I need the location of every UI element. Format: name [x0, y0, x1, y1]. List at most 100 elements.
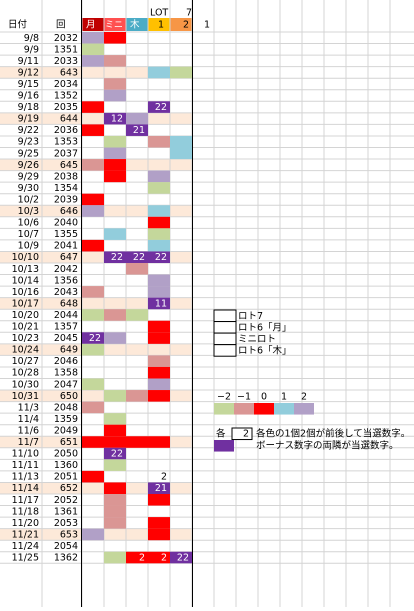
- date: 11/3: [18, 402, 39, 413]
- round: 2036: [54, 125, 78, 136]
- round: 2048: [54, 402, 78, 413]
- round: 1356: [54, 275, 78, 286]
- legend-label: ロト6「木」: [238, 344, 292, 356]
- round: 2046: [54, 356, 78, 367]
- col1-header-bg: [148, 18, 170, 31]
- round: 643: [60, 67, 78, 78]
- cell: [126, 436, 148, 448]
- date: 9/30: [18, 183, 39, 194]
- date: 9/29: [18, 171, 39, 182]
- date: 10/3: [18, 206, 39, 217]
- cell: [82, 205, 104, 217]
- legend-box: [213, 344, 237, 357]
- cell: [148, 378, 170, 391]
- scale-swatch: [254, 403, 274, 415]
- cell: [148, 182, 170, 194]
- cell: [104, 424, 126, 437]
- thu-header: 木: [130, 19, 140, 31]
- row-bg: [0, 390, 192, 402]
- cell: [104, 447, 126, 460]
- round: 645: [60, 160, 78, 171]
- round: 1357: [54, 322, 78, 333]
- scale-label: 0: [261, 392, 267, 403]
- lot-header: LOT: [150, 8, 168, 19]
- row-bg: [0, 66, 192, 79]
- round: 1358: [54, 368, 78, 379]
- cell: [148, 551, 170, 564]
- col1-header: 1: [158, 20, 164, 31]
- round: 2051: [54, 472, 78, 483]
- note-line2: ボーナス数字の両隣が当選数字。: [256, 440, 399, 452]
- cell-text: 2: [139, 553, 145, 564]
- date: 10/23: [12, 333, 39, 344]
- cell: [104, 170, 126, 183]
- cell: [104, 505, 126, 518]
- date: 11/4: [18, 414, 39, 425]
- round: 1361: [54, 506, 78, 517]
- cell: [82, 286, 104, 298]
- date: 11/6: [18, 425, 39, 436]
- round: 649: [60, 345, 78, 356]
- round: 2041: [54, 241, 78, 252]
- round: 1351: [54, 44, 78, 55]
- date: 10/28: [12, 368, 39, 379]
- date-header: 日付: [8, 20, 28, 31]
- date: 10/14: [12, 275, 39, 286]
- cell: [148, 239, 170, 252]
- cell-text: 21: [155, 483, 167, 494]
- date: 10/21: [12, 322, 39, 333]
- col2-header-bg: [170, 18, 192, 31]
- cell: [148, 517, 170, 529]
- round: 2039: [54, 194, 78, 205]
- round: 2040: [54, 218, 78, 229]
- round: 1352: [54, 91, 78, 102]
- cell-text: 22: [155, 252, 167, 263]
- cell: [104, 332, 126, 344]
- date: 10/2: [18, 194, 39, 205]
- cell: [104, 551, 126, 564]
- date: 10/27: [12, 356, 39, 367]
- round: 1360: [54, 460, 78, 471]
- cell: [82, 55, 104, 67]
- cell: [170, 135, 192, 148]
- seven-header: 7: [186, 8, 192, 19]
- cell: [126, 124, 148, 136]
- cell: [148, 320, 170, 333]
- cell-text: 22: [177, 553, 189, 564]
- date: 10/10: [12, 252, 39, 263]
- legend-box: [213, 309, 237, 323]
- cell: [82, 101, 104, 113]
- col2-header: 2: [183, 20, 189, 31]
- cell: [104, 482, 126, 494]
- cell: [170, 551, 192, 564]
- round: 646: [60, 206, 78, 217]
- legend-label: ロト7: [238, 311, 263, 322]
- round: 1354: [54, 183, 78, 194]
- date: 9/26: [18, 160, 39, 171]
- round: 1362: [54, 553, 78, 564]
- scale-swatch: [294, 403, 314, 415]
- cell: [104, 517, 126, 529]
- cell: [82, 332, 104, 344]
- round: 1359: [54, 414, 78, 425]
- cell: [148, 170, 170, 183]
- cell: [126, 551, 148, 564]
- date: 11/10: [12, 449, 39, 460]
- cell: [148, 66, 170, 79]
- round: 2044: [54, 310, 78, 321]
- round: 644: [60, 114, 78, 125]
- round: 647: [60, 252, 78, 263]
- date: 10/9: [18, 241, 39, 252]
- round: 653: [60, 529, 78, 540]
- cell-text: 22: [133, 252, 145, 263]
- scale-swatch: [214, 403, 234, 415]
- cell: [82, 528, 104, 541]
- cell-text: 2: [161, 553, 167, 564]
- cell: [82, 43, 104, 56]
- round: 2032: [54, 33, 78, 44]
- cell-text: 11: [155, 298, 167, 309]
- date: 10/30: [12, 379, 39, 390]
- note-box-value: 2: [243, 429, 249, 440]
- cell: [104, 135, 126, 148]
- date: 9/19: [18, 114, 39, 125]
